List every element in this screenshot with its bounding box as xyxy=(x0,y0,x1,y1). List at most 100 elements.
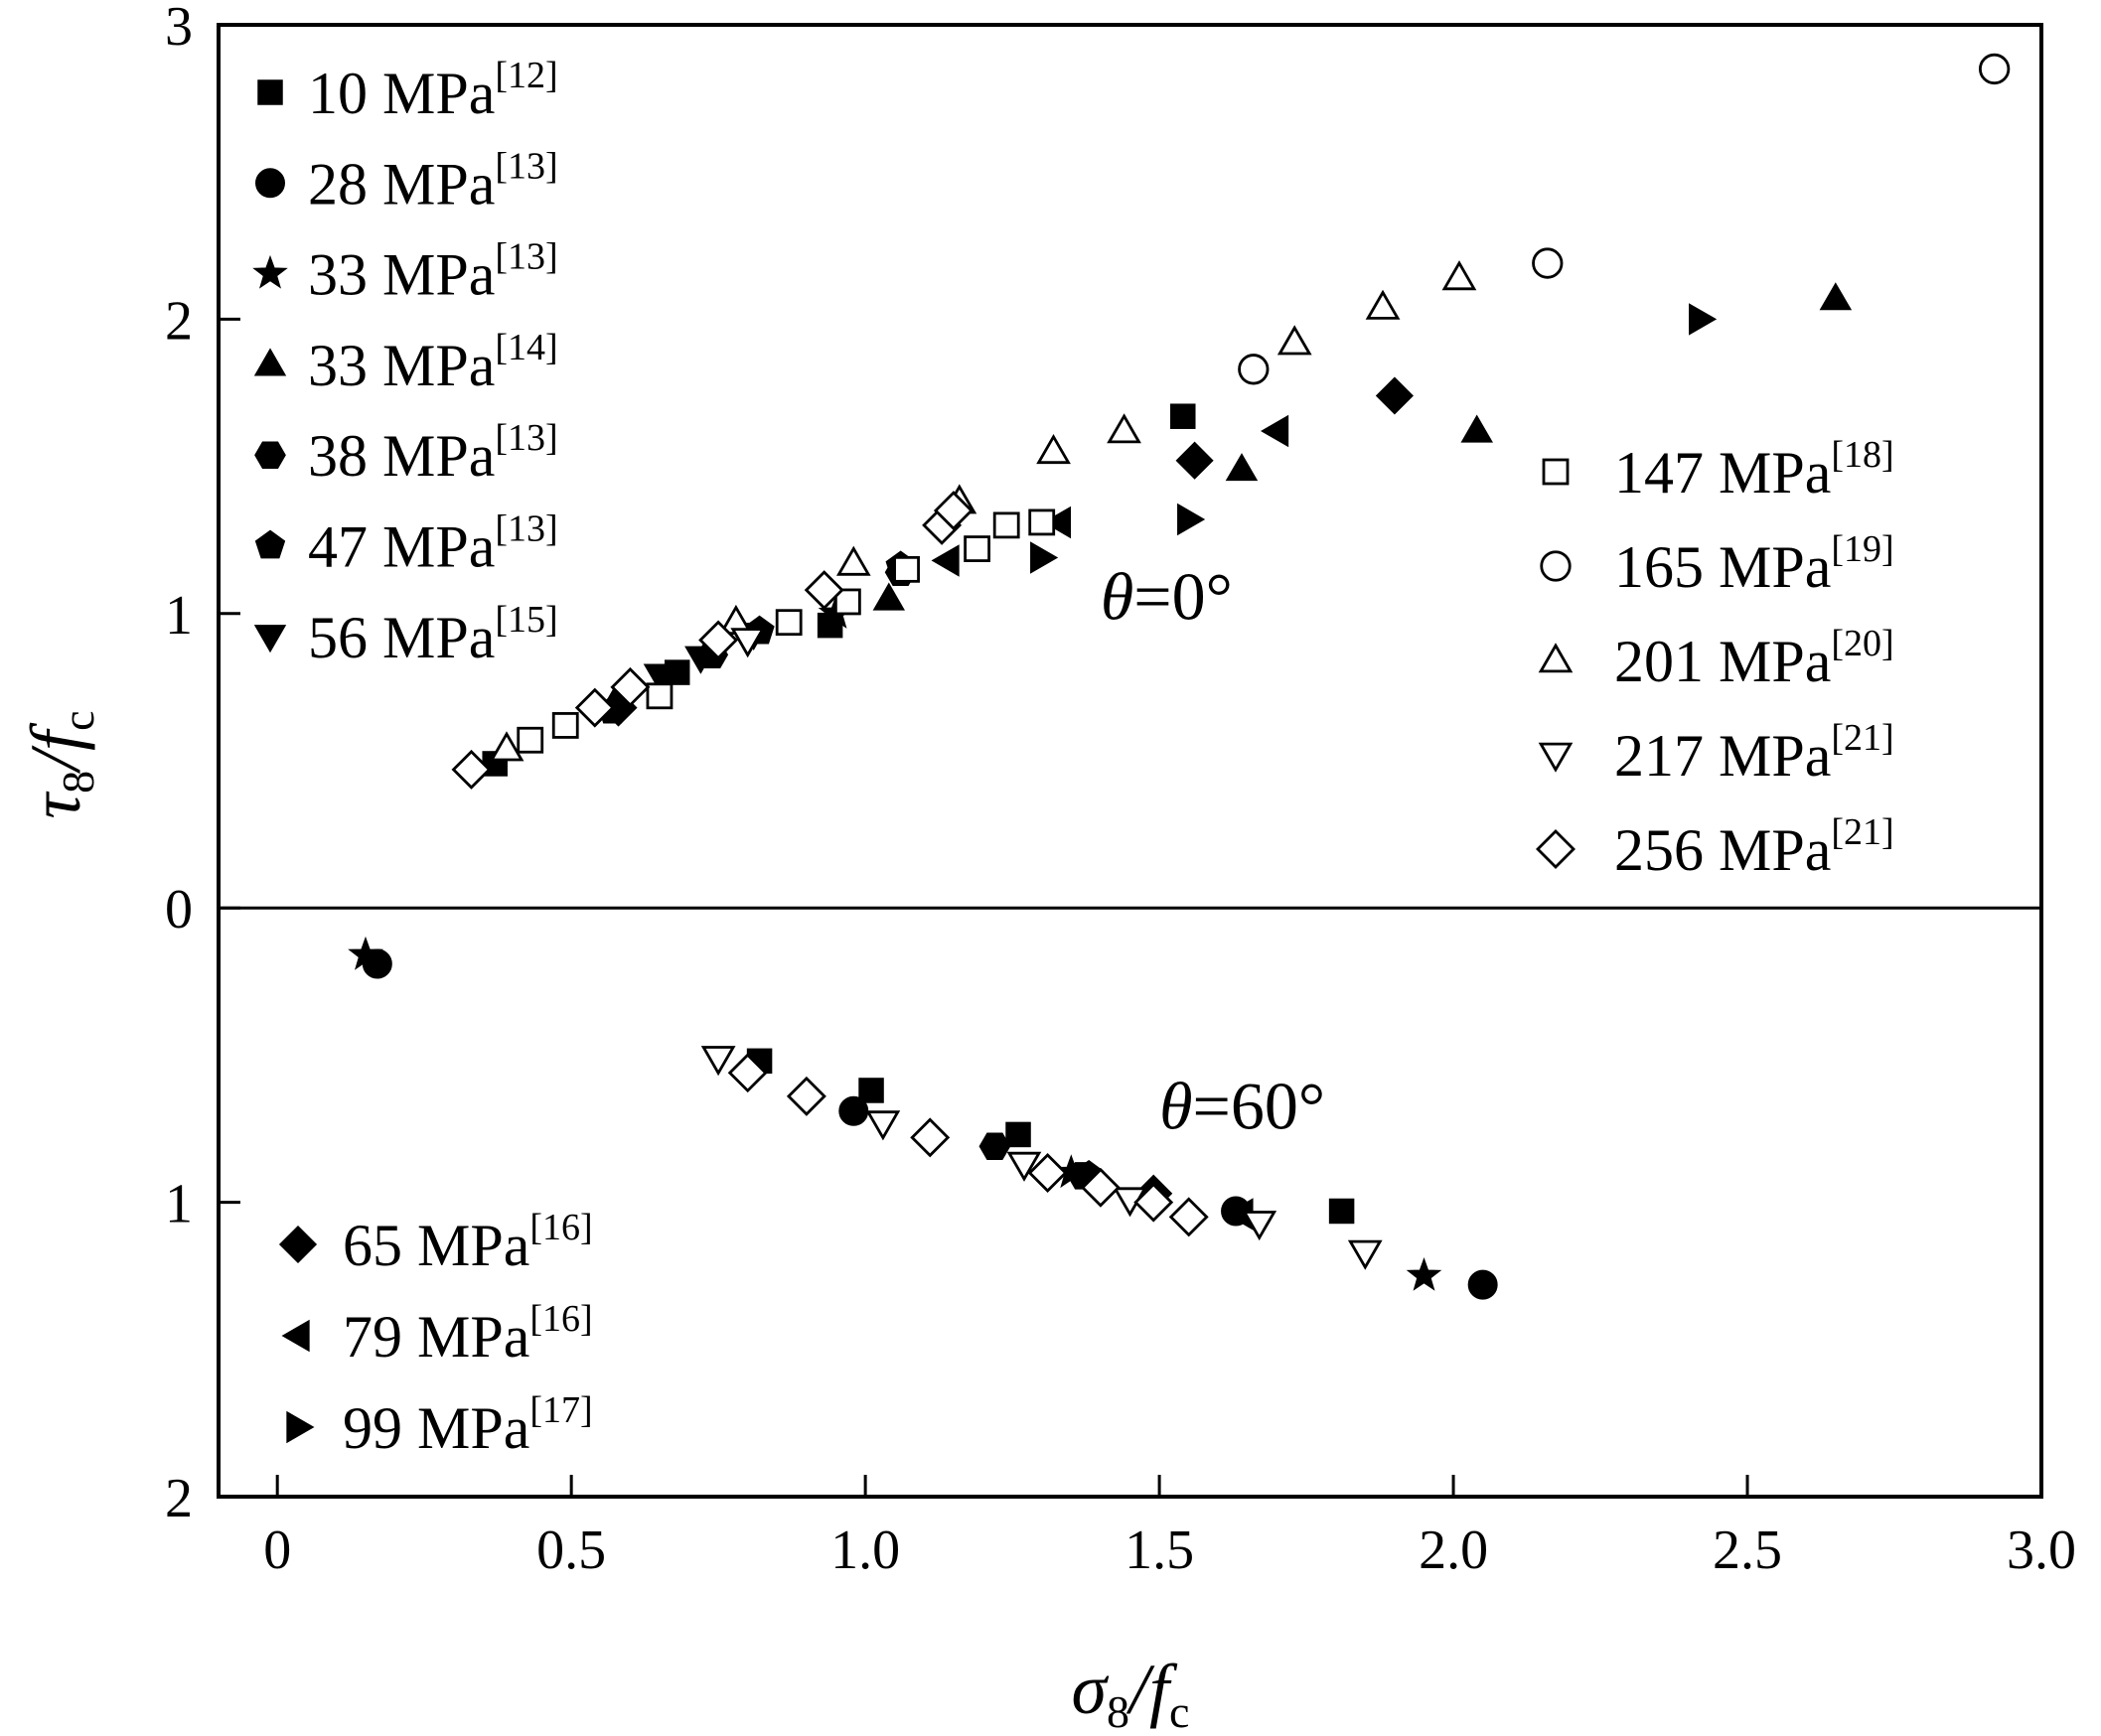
legend-ref: [13] xyxy=(495,145,557,187)
data-point xyxy=(1328,1198,1355,1225)
data-points xyxy=(348,53,2011,1300)
x-tick-label: 0 xyxy=(263,1519,291,1581)
angle-annotation: θ=60° xyxy=(1159,1069,1325,1144)
data-point xyxy=(698,620,739,660)
data-point xyxy=(1175,441,1214,480)
series-10 xyxy=(517,508,1056,754)
data-point xyxy=(451,749,492,790)
legend-marker xyxy=(286,1410,315,1444)
legend-marker xyxy=(281,1319,310,1353)
data-point xyxy=(1238,354,1270,385)
data-point xyxy=(1005,1121,1031,1148)
data-point xyxy=(1027,1153,1068,1193)
data-point xyxy=(1978,53,2011,85)
data-point xyxy=(646,682,674,710)
y-axis-label-sub: 8 xyxy=(53,771,103,794)
legend-marker xyxy=(1540,550,1572,582)
data-point xyxy=(1441,260,1477,291)
annotation-text: =0° xyxy=(1133,559,1233,635)
series-14 xyxy=(451,491,1209,1237)
data-point xyxy=(775,609,803,637)
legend-entry: 201 MPa[20] xyxy=(1538,623,1894,694)
data-point xyxy=(1028,508,1056,536)
x-tick-label: 0.5 xyxy=(536,1519,606,1581)
legend-marker xyxy=(278,1225,318,1264)
data-point xyxy=(727,1053,768,1093)
data-point xyxy=(865,1110,901,1141)
x-axis-label: σ8/fc xyxy=(1072,1650,1190,1736)
data-point xyxy=(517,726,544,754)
legend-entry: 65 MPa[16] xyxy=(278,1207,593,1278)
data-point xyxy=(833,588,861,616)
annotation-greek: θ xyxy=(1101,559,1133,635)
series-13 xyxy=(700,628,1383,1270)
legend-ref: [13] xyxy=(495,417,557,459)
y-tick-label: 2 xyxy=(165,290,193,352)
series-11 xyxy=(1238,53,2011,385)
angle-annotation: θ=0° xyxy=(1101,559,1233,635)
plot-frame xyxy=(217,23,2043,1499)
x-axis-label-main: σ xyxy=(1072,1650,1110,1729)
x-tick-label: 1.5 xyxy=(1125,1519,1194,1581)
data-point xyxy=(992,511,1020,539)
x-axis-label-sub: 8 xyxy=(1107,1686,1129,1736)
data-point xyxy=(348,936,383,970)
x-axis-label-sub2: c xyxy=(1169,1686,1189,1736)
data-point xyxy=(838,1095,869,1126)
data-point xyxy=(1819,282,1853,311)
data-point xyxy=(1107,413,1141,444)
data-point xyxy=(730,628,766,658)
y-axis-label: τ8/fc xyxy=(16,710,103,818)
data-point xyxy=(835,545,871,576)
data-point xyxy=(700,1046,736,1077)
legend-marker xyxy=(1536,829,1576,869)
legend-entry: 56 MPa[15] xyxy=(253,599,558,670)
data-point xyxy=(872,582,905,611)
data-point xyxy=(489,731,525,762)
x-tick-label: 3.0 xyxy=(2007,1519,2076,1581)
data-point xyxy=(610,666,651,707)
data-point xyxy=(1467,1269,1498,1300)
data-point xyxy=(1030,541,1059,574)
data-point xyxy=(1080,1167,1121,1208)
legend-marker xyxy=(1542,458,1570,486)
data-point xyxy=(1375,376,1414,415)
data-point xyxy=(804,570,844,611)
data-point xyxy=(978,1132,1011,1161)
legend-ref: [12] xyxy=(495,55,557,96)
data-point xyxy=(1460,414,1494,443)
data-point xyxy=(643,663,676,692)
legend-label: 201 MPa[20] xyxy=(1614,623,1894,694)
legend-label: 65 MPa[16] xyxy=(343,1207,593,1278)
legend-marker xyxy=(254,529,286,559)
legend-ref: [21] xyxy=(1831,717,1893,759)
data-point xyxy=(964,535,990,562)
y-tick-label: 1 xyxy=(165,1174,193,1235)
data-point xyxy=(1168,1197,1209,1237)
legend-marker xyxy=(255,168,285,199)
data-point xyxy=(893,555,920,583)
data-point xyxy=(1177,503,1206,536)
data-point xyxy=(574,687,615,728)
legend-label: 38 MPa[13] xyxy=(308,417,558,489)
data-point xyxy=(1406,1256,1442,1291)
y-axis-label-main: τ xyxy=(16,792,95,819)
data-point xyxy=(933,491,974,531)
data-point xyxy=(1036,433,1071,465)
data-point xyxy=(1006,1151,1042,1182)
data-point xyxy=(1365,289,1401,320)
series-8 xyxy=(931,414,1289,1230)
x-tick-label: 2.5 xyxy=(1713,1519,1782,1581)
legend-ref: [13] xyxy=(495,236,557,278)
legend-ref: [16] xyxy=(529,1207,592,1248)
data-point xyxy=(1260,414,1289,448)
legend-ref: [19] xyxy=(1831,528,1893,570)
legend-marker xyxy=(253,625,287,653)
legend-label: 56 MPa[15] xyxy=(308,599,558,670)
legend-marker xyxy=(253,348,287,376)
legend-ref: [13] xyxy=(495,508,557,550)
legend-marker xyxy=(257,79,283,105)
data-point xyxy=(931,544,960,577)
